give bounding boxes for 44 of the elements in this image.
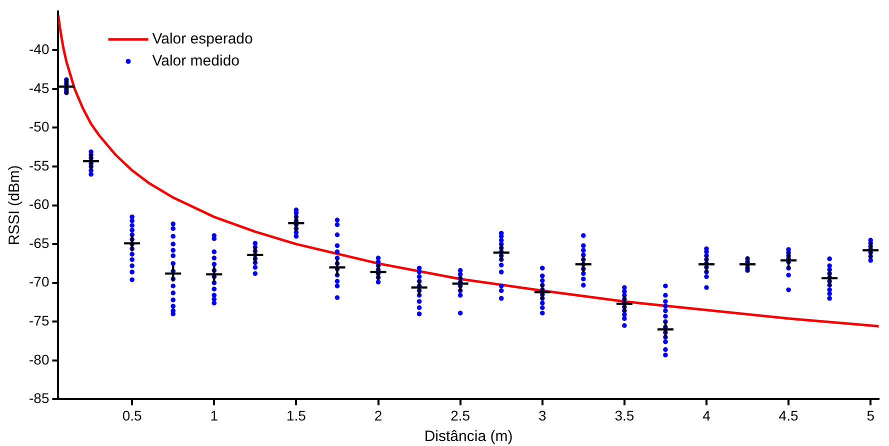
y-tick-label: -60 <box>29 196 50 212</box>
point <box>574 255 592 274</box>
legend-label: Valor esperado <box>152 30 253 48</box>
y-tick-label: -55 <box>29 157 50 174</box>
point <box>451 274 470 293</box>
x-tick-label: 3.5 <box>614 407 634 424</box>
point <box>164 264 182 283</box>
x-tick-label: 2 <box>374 407 382 424</box>
x-tick-label: 4 <box>702 407 711 424</box>
y-tick-label: -65 <box>29 234 50 251</box>
y-tick-label: -40 <box>29 41 50 58</box>
y-tick-label: -75 <box>29 312 50 328</box>
x-axis-title: Distância (m) <box>424 428 513 446</box>
point <box>820 269 839 288</box>
y-tick-label: -80 <box>29 351 50 368</box>
point <box>287 214 306 232</box>
x-tick-label: 5 <box>866 407 875 424</box>
y-axis-title: RSSI (dBm) <box>6 165 24 246</box>
x-tick-label: 2.5 <box>450 407 470 424</box>
y-tick-label: -45 <box>29 80 50 96</box>
y-tick-label: -70 <box>29 274 50 290</box>
point <box>861 241 879 260</box>
x-tick-label: 3 <box>538 407 546 424</box>
point <box>697 255 716 274</box>
point <box>328 258 346 276</box>
point <box>492 244 510 262</box>
x-tick-label: 1 <box>210 407 218 424</box>
point <box>246 246 264 264</box>
x-tick-label: 0.5 <box>122 407 142 424</box>
point <box>369 262 388 282</box>
point <box>410 278 428 297</box>
x-tick-label: 1.5 <box>286 407 306 424</box>
point <box>779 251 798 270</box>
point <box>533 283 552 302</box>
point <box>738 255 757 274</box>
x-tick-label: 4.5 <box>778 407 798 424</box>
legend-label: Valor medido <box>152 52 240 70</box>
point <box>615 294 634 313</box>
point <box>205 265 224 284</box>
y-tick-label: -50 <box>29 118 50 135</box>
point <box>122 234 142 252</box>
y-tick-label: -85 <box>29 390 50 406</box>
point <box>82 152 100 170</box>
point <box>656 320 675 338</box>
